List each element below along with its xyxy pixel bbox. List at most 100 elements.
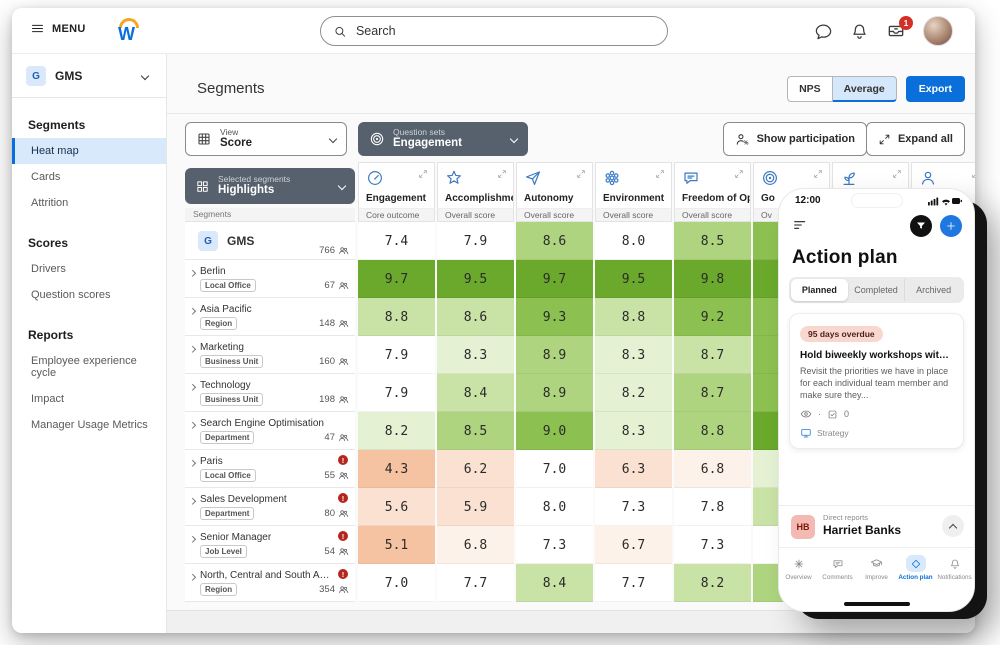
- heat-cell[interactable]: 8.3: [595, 336, 672, 374]
- chevron-right-icon[interactable]: [189, 498, 196, 505]
- tab-completed[interactable]: Completed: [854, 285, 898, 295]
- heat-cell[interactable]: 7.8: [674, 488, 751, 526]
- heat-cell[interactable]: 9.3: [516, 298, 593, 336]
- heat-cell[interactable]: 8.3: [437, 336, 514, 374]
- heat-cell[interactable]: 8.6: [437, 298, 514, 336]
- heat-cell[interactable]: 9.5: [595, 260, 672, 298]
- expand-icon[interactable]: [576, 169, 586, 179]
- expand-icon[interactable]: [418, 169, 428, 179]
- expand-icon[interactable]: [892, 169, 902, 179]
- expand-all-button[interactable]: Expand all: [865, 122, 965, 156]
- heat-cell[interactable]: 8.8: [674, 412, 751, 450]
- selected-segments-dropdown[interactable]: Selected segments Highlights: [185, 168, 355, 204]
- expand-icon[interactable]: [813, 169, 823, 179]
- collapse-button[interactable]: [942, 515, 964, 537]
- sort-icon[interactable]: [792, 217, 808, 233]
- heat-cell[interactable]: 8.7: [674, 374, 751, 412]
- heat-cell[interactable]: 5.9: [437, 488, 514, 526]
- chat-icon[interactable]: [814, 22, 833, 41]
- menu-button[interactable]: MENU: [30, 21, 86, 36]
- heat-cell[interactable]: 7.0: [358, 564, 435, 602]
- column-header-accomplishment[interactable]: Accomplishment: [437, 162, 514, 208]
- chevron-right-icon[interactable]: [189, 460, 196, 467]
- add-action-button[interactable]: [940, 215, 962, 237]
- user-avatar[interactable]: [923, 16, 953, 46]
- heat-cell[interactable]: 8.5: [674, 222, 751, 260]
- org-selector[interactable]: G GMS: [12, 54, 166, 98]
- heat-cell[interactable]: 8.9: [516, 336, 593, 374]
- chevron-right-icon[interactable]: [189, 574, 196, 581]
- heat-cell[interactable]: 6.7: [595, 526, 672, 564]
- column-header-autonomy[interactable]: Autonomy: [516, 162, 593, 208]
- heat-cell[interactable]: 4.3: [358, 450, 435, 488]
- segment-row-berlin[interactable]: Berlin Local Office 67: [185, 260, 355, 298]
- nps-toggle-button[interactable]: NPS: [787, 76, 833, 102]
- heat-cell[interactable]: 9.2: [674, 298, 751, 336]
- heat-cell[interactable]: 7.3: [516, 526, 593, 564]
- heat-cell[interactable]: 8.0: [595, 222, 672, 260]
- heat-cell[interactable]: 6.8: [437, 526, 514, 564]
- segment-row-technology[interactable]: Technology Business Unit 198: [185, 374, 355, 412]
- heat-cell[interactable]: 6.3: [595, 450, 672, 488]
- heat-cell[interactable]: 8.2: [595, 374, 672, 412]
- heat-cell[interactable]: 8.2: [358, 412, 435, 450]
- heat-cell[interactable]: 7.7: [437, 564, 514, 602]
- action-plan-card[interactable]: 95 days overdue Hold biweekly workshops …: [789, 313, 964, 450]
- average-toggle-button[interactable]: Average: [832, 76, 897, 102]
- sidebar-item-impact[interactable]: Impact: [31, 393, 65, 405]
- sidebar-item-cards[interactable]: Cards: [31, 171, 61, 183]
- sidebar-item-attrition[interactable]: Attrition: [31, 197, 69, 209]
- segment-row-senior-manager[interactable]: Senior Manager Job Level ! 54: [185, 526, 355, 564]
- sidebar-item-question-scores[interactable]: Question scores: [31, 289, 111, 301]
- sidebar-item-employee-experience-cycle[interactable]: Employee experience cycle: [31, 355, 137, 379]
- filter-button[interactable]: [910, 215, 932, 237]
- segment-row-seo[interactable]: Search Engine Optimisation Department 47: [185, 412, 355, 450]
- chevron-right-icon[interactable]: [189, 422, 196, 429]
- chevron-right-icon[interactable]: [189, 346, 196, 353]
- heat-cell[interactable]: 8.4: [437, 374, 514, 412]
- sidebar-item-drivers[interactable]: Drivers: [31, 263, 66, 275]
- bell-icon[interactable]: [850, 22, 869, 41]
- question-sets-dropdown[interactable]: Question sets Engagement: [358, 122, 528, 156]
- inbox-tray[interactable]: 1: [886, 16, 913, 41]
- heat-cell[interactable]: 7.3: [674, 526, 751, 564]
- heat-cell[interactable]: 9.0: [516, 412, 593, 450]
- column-header-freedom-of-opinion[interactable]: Freedom of Opinion: [674, 162, 751, 208]
- heat-cell[interactable]: 6.8: [674, 450, 751, 488]
- expand-icon[interactable]: [734, 169, 744, 179]
- heat-cell[interactable]: 9.7: [358, 260, 435, 298]
- heat-cell[interactable]: 8.5: [437, 412, 514, 450]
- chevron-right-icon[interactable]: [189, 270, 196, 277]
- segment-row-marketing[interactable]: Marketing Business Unit 160: [185, 336, 355, 374]
- segment-row-north-central-south-america[interactable]: North, Central and South America Region …: [185, 564, 355, 602]
- home-indicator[interactable]: [843, 602, 910, 606]
- sidebar-item-heat-map[interactable]: Heat map: [12, 138, 166, 164]
- sidebar-item-manager-usage-metrics[interactable]: Manager Usage Metrics: [31, 419, 148, 431]
- heat-cell[interactable]: 8.9: [516, 374, 593, 412]
- nav-comments[interactable]: Comments: [818, 548, 857, 599]
- heat-cell[interactable]: 9.7: [516, 260, 593, 298]
- heat-cell[interactable]: 7.0: [516, 450, 593, 488]
- column-header-engagement[interactable]: Engagement: [358, 162, 435, 208]
- workday-logo[interactable]: W: [115, 16, 145, 46]
- heat-cell[interactable]: 8.2: [674, 564, 751, 602]
- global-search[interactable]: [320, 16, 668, 46]
- chevron-right-icon[interactable]: [189, 384, 196, 391]
- column-header-environment[interactable]: Environment: [595, 162, 672, 208]
- nav-overview[interactable]: Overview: [779, 548, 818, 599]
- heat-cell[interactable]: 7.3: [595, 488, 672, 526]
- heat-cell[interactable]: 8.8: [595, 298, 672, 336]
- heat-cell[interactable]: 5.6: [358, 488, 435, 526]
- view-dropdown[interactable]: View Score: [185, 122, 347, 156]
- export-button[interactable]: Export: [905, 76, 965, 102]
- heat-cell[interactable]: 7.9: [437, 222, 514, 260]
- nav-improve[interactable]: Improve: [857, 548, 896, 599]
- heat-cell[interactable]: 7.9: [358, 336, 435, 374]
- direct-reports-bar[interactable]: HB Direct reports Harriet Banks: [779, 505, 974, 547]
- heat-cell[interactable]: 8.0: [516, 488, 593, 526]
- segment-row-paris[interactable]: Paris Local Office ! 55: [185, 450, 355, 488]
- segment-row-asia-pacific[interactable]: Asia Pacific Region 148: [185, 298, 355, 336]
- nav-action-plan[interactable]: Action plan: [896, 548, 935, 599]
- heat-cell[interactable]: 9.5: [437, 260, 514, 298]
- heat-cell[interactable]: 9.8: [674, 260, 751, 298]
